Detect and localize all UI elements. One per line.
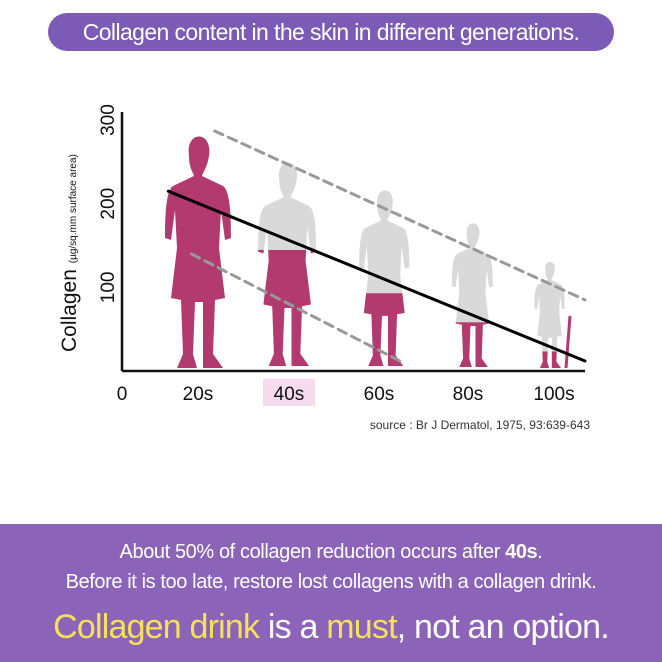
generation-figure-80s bbox=[451, 223, 493, 367]
generation-figure-20s bbox=[139, 123, 259, 368]
figure-grey-part bbox=[534, 261, 565, 352]
figure-collagen-part bbox=[451, 322, 493, 367]
cane-icon bbox=[564, 315, 572, 369]
y-tick-label: 300 bbox=[98, 104, 119, 136]
x-tick-label: 60s bbox=[364, 384, 395, 405]
y-tick-label: 100 bbox=[98, 272, 119, 304]
footer-line-2: Before it is too late, restore lost coll… bbox=[65, 571, 597, 593]
tagline-product: Collagen drink bbox=[53, 608, 260, 646]
footer-line-1: About 50% of collagen reduction occurs a… bbox=[0, 541, 662, 564]
x-tick-label: 40s bbox=[274, 384, 305, 405]
y-tick-label: 200 bbox=[98, 188, 119, 220]
x-tick-label: 80s bbox=[453, 384, 484, 405]
tagline-must: must bbox=[326, 608, 397, 646]
footer-line-1-text: About 50% of collagen reduction occurs a… bbox=[119, 541, 506, 563]
trend-line bbox=[166, 189, 587, 363]
y-axis-label-unit: (µg/sq.mm surface area) bbox=[68, 154, 79, 263]
chart-title: Collagen content in the skin in differen… bbox=[48, 13, 614, 51]
x-origin-label: 0 bbox=[117, 384, 128, 405]
tagline-end: , not an option. bbox=[396, 608, 610, 646]
upper-dashed-line bbox=[213, 129, 587, 302]
footer-banner: About 50% of collagen reduction occurs a… bbox=[0, 524, 662, 662]
tagline-connector: is a bbox=[259, 608, 327, 646]
lower-dashed-line bbox=[189, 252, 402, 363]
y-axis-label: Collagen (µg/sq.mm surface area) bbox=[58, 154, 81, 352]
y-axis-label-main: Collagen bbox=[58, 263, 81, 352]
footer-line-1-end: . bbox=[537, 541, 543, 563]
footer-tagline: Collagen drink is a must, not an option. bbox=[0, 608, 662, 647]
figure-grey-part bbox=[359, 190, 410, 294]
figure-grey-part bbox=[139, 123, 259, 128]
figure-collagen-part bbox=[258, 249, 317, 366]
generation-figure-100s bbox=[534, 261, 565, 368]
x-tick-label: 100s bbox=[533, 384, 574, 405]
footer-line-1-bold: 40s bbox=[505, 541, 538, 563]
source-citation: source : Br J Dermatol, 1975, 93:639-643 bbox=[369, 418, 590, 432]
collagen-chart: 100 200 300 Collagen (µg/sq.mm surface area… bbox=[58, 104, 587, 406]
figure-collagen-part bbox=[165, 136, 231, 368]
x-tick-label: 20s bbox=[183, 384, 214, 405]
category-highlight bbox=[263, 379, 315, 406]
